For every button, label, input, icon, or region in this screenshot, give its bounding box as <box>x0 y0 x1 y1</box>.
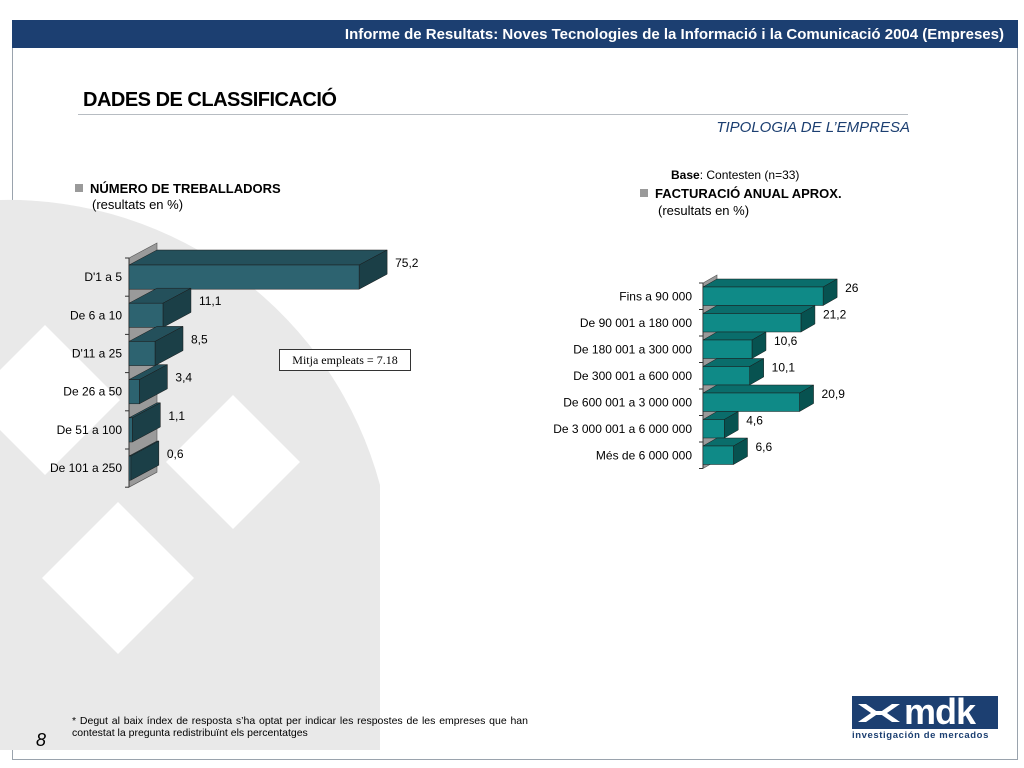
bar-top-face <box>702 305 816 314</box>
category-label: De 26 a 50 <box>63 385 122 399</box>
bar-top-face <box>702 278 839 288</box>
section-subtitle: TIPOLOGIA DE L’EMPRESA <box>716 119 910 136</box>
bar <box>702 392 800 412</box>
category-label: De 180 001 a 300 000 <box>573 342 692 356</box>
bar <box>702 445 734 465</box>
category-label: Més de 6 000 000 <box>596 448 692 462</box>
bar <box>128 264 360 290</box>
category-label: De 51 a 100 <box>57 423 123 437</box>
bar <box>128 379 140 405</box>
bar <box>128 302 164 328</box>
category-label: D'11 a 25 <box>72 347 122 361</box>
value-label: 20,9 <box>822 387 846 401</box>
bar-top-face <box>702 384 815 394</box>
mean-employees-annotation: Mitja empleats = 7.18 <box>279 349 411 371</box>
square-bullet-icon <box>640 189 648 197</box>
chart1-subtitle: (resultats en %) <box>92 197 184 212</box>
value-label: 75,2 <box>395 256 419 270</box>
logo-banner: mdk <box>852 691 998 732</box>
value-label: 21,2 <box>823 308 847 322</box>
bar <box>128 455 132 481</box>
report-title: Informe de Resultats: Noves Tecnologies … <box>344 26 1004 43</box>
logo-text: mdk <box>904 691 976 732</box>
chart2-subtitle: (resultats en %) <box>658 203 750 218</box>
bar <box>702 339 753 359</box>
category-label: De 90 001 a 180 000 <box>580 316 692 330</box>
category-label: De 300 001 a 600 000 <box>573 369 692 383</box>
value-label: 26 <box>845 281 859 295</box>
base-text: : Contesten (n=33) <box>699 168 800 182</box>
category-label: De 6 a 10 <box>70 308 122 322</box>
value-label: 4,6 <box>746 414 763 428</box>
value-label: 8,5 <box>191 332 208 346</box>
bar <box>702 366 750 386</box>
chart2-title: FACTURACIÓ ANUAL APROX. <box>640 186 842 201</box>
page-title: DADES DE CLASSIFICACIÓ <box>83 89 337 111</box>
base-label: Base <box>671 168 700 182</box>
category-label: De 101 a 250 <box>50 461 122 475</box>
value-label: 0,6 <box>167 447 184 461</box>
chart1-title: NÚMERO DE TREBALLADORS <box>75 181 281 196</box>
header-bar: Informe de Resultats: Noves Tecnologies … <box>12 20 1018 48</box>
category-label: De 3 000 001 a 6 000 000 <box>553 422 692 436</box>
value-label: 10,6 <box>774 334 798 348</box>
category-label: Fins a 90 000 <box>619 289 692 303</box>
bar <box>702 313 802 333</box>
page-number: 8 <box>36 730 47 750</box>
category-label: De 600 001 a 3 000 000 <box>563 395 692 409</box>
footnote: * Degut al baix índex de resposta s’ha o… <box>72 715 528 739</box>
logo-x-icon <box>858 704 900 722</box>
value-label: 6,6 <box>755 440 772 454</box>
bar <box>702 419 725 439</box>
logo-tagline: investigación de mercados <box>852 730 989 741</box>
company-logo: mdk investigación de mercados <box>852 691 998 742</box>
bar <box>128 417 133 443</box>
bar <box>702 286 824 306</box>
title-divider <box>78 114 908 115</box>
square-bullet-icon <box>75 184 83 192</box>
value-label: 11,1 <box>199 294 222 308</box>
bar <box>128 341 156 366</box>
category-label: D'1 a 5 <box>84 270 122 284</box>
value-label: 3,4 <box>175 371 192 385</box>
value-label: 10,1 <box>772 361 796 375</box>
background-decoration <box>0 199 380 750</box>
base-note: Base: Contesten (n=33) <box>671 168 799 182</box>
value-label: 1,1 <box>168 409 185 423</box>
